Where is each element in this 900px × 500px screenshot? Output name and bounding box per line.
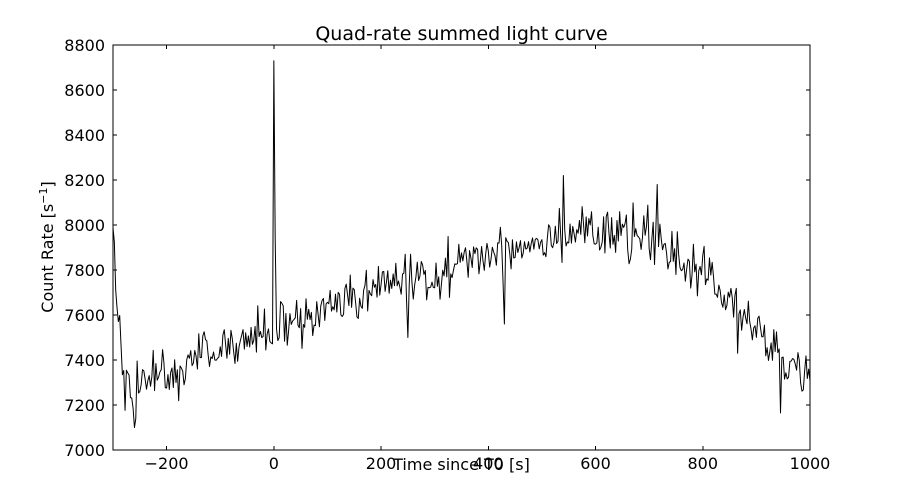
x-tick-label: −200 bbox=[145, 454, 189, 473]
y-axis-label-text: Count Rate [s bbox=[38, 203, 58, 313]
y-tick-label: 8800 bbox=[64, 36, 105, 55]
axis-tick-labels: −200 0 200 400 600 800 1000 7000 7200 7400 7600 780… bbox=[64, 36, 830, 473]
y-tick-label: 7800 bbox=[64, 261, 105, 280]
x-tick-label: 200 bbox=[366, 454, 397, 473]
plot-frame bbox=[112, 44, 811, 451]
chart-title: Quad-rate summed light curve bbox=[315, 23, 608, 45]
y-tick-label: 7200 bbox=[64, 396, 105, 415]
axis-ticks bbox=[113, 44, 811, 451]
x-tick-label: 600 bbox=[580, 454, 611, 473]
y-axis-label: Count Rate [s−1] bbox=[37, 181, 57, 312]
y-axis-label-bracket: ] bbox=[38, 181, 58, 188]
y-tick-label: 8600 bbox=[64, 81, 105, 100]
y-tick-label: 7600 bbox=[64, 306, 105, 325]
y-tick-label: 8400 bbox=[64, 126, 105, 145]
x-tick-label: 400 bbox=[473, 454, 504, 473]
y-tick-label: 8000 bbox=[64, 216, 105, 235]
y-tick-label: 8200 bbox=[64, 171, 105, 190]
light-curve-line bbox=[112, 60, 811, 428]
y-tick-label: 7400 bbox=[64, 351, 105, 370]
y-tick-label: 7000 bbox=[64, 441, 105, 460]
x-tick-label: 0 bbox=[269, 454, 279, 473]
y-axis-label-superscript: −1 bbox=[36, 187, 50, 204]
x-axis-label: Time since T0 [s] bbox=[393, 455, 530, 474]
x-tick-label: 1000 bbox=[790, 454, 831, 473]
x-tick-label: 800 bbox=[687, 454, 718, 473]
